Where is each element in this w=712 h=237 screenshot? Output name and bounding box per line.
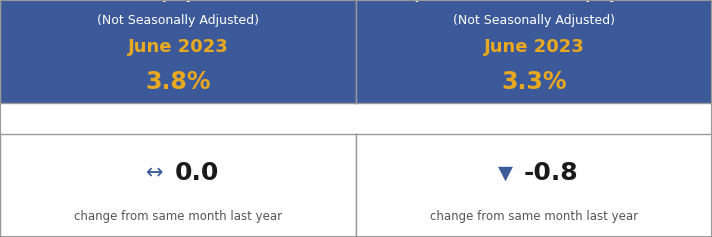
Text: 3.8%: 3.8% bbox=[145, 70, 211, 94]
Text: (Not Seasonally Adjusted): (Not Seasonally Adjusted) bbox=[453, 14, 615, 27]
Text: 3.3%: 3.3% bbox=[501, 70, 567, 94]
Text: ▼: ▼ bbox=[498, 164, 513, 182]
Text: ↔: ↔ bbox=[146, 163, 164, 183]
Text: June 2023: June 2023 bbox=[483, 38, 585, 56]
Text: change from same month last year: change from same month last year bbox=[430, 210, 638, 223]
Text: June 2023: June 2023 bbox=[127, 38, 229, 56]
Text: change from same month last year: change from same month last year bbox=[74, 210, 282, 223]
Text: U.S. Unemployment Rate: U.S. Unemployment Rate bbox=[84, 0, 272, 2]
Text: 0.0: 0.0 bbox=[174, 161, 219, 185]
Text: -0.8: -0.8 bbox=[523, 161, 578, 185]
Text: Transportation Sector Unemployment Rate: Transportation Sector Unemployment Rate bbox=[374, 0, 694, 2]
Text: (Not Seasonally Adjusted): (Not Seasonally Adjusted) bbox=[97, 14, 259, 27]
